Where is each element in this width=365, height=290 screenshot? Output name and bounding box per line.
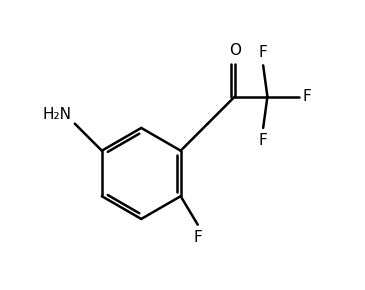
Text: F: F	[259, 45, 268, 60]
Text: F: F	[302, 89, 311, 104]
Text: F: F	[259, 133, 268, 148]
Text: O: O	[229, 43, 241, 58]
Text: F: F	[193, 230, 202, 245]
Text: H₂N: H₂N	[43, 107, 72, 122]
